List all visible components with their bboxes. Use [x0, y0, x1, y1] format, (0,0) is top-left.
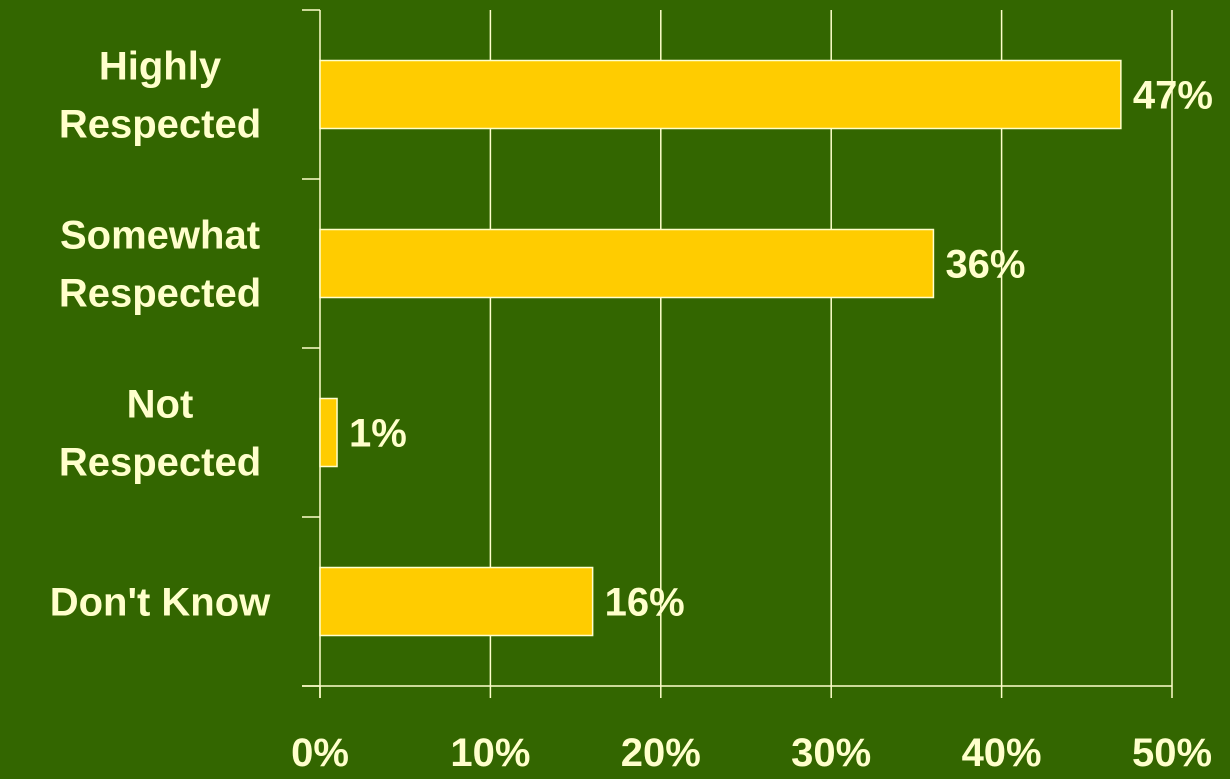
bar-value-label: 16% [605, 581, 685, 625]
category-label: Highly Respected [59, 45, 261, 147]
x-tick-label: 10% [450, 731, 530, 775]
x-tick-label: 30% [791, 731, 871, 775]
category-label-line: Respected [59, 441, 261, 485]
bar-value-label: 36% [945, 243, 1025, 287]
category-label: Somewhat Respected [59, 214, 261, 316]
labels: 0% 10% 20% 30% 40% 50% 47% Highly Respected 36% So… [50, 45, 1213, 776]
category-label-line: Highly [99, 45, 222, 89]
bar [319, 566, 594, 637]
category-label: Not Respected [59, 383, 261, 485]
x-tick-label: 50% [1132, 731, 1212, 775]
x-tick-label: 20% [621, 731, 701, 775]
bar [319, 397, 338, 468]
bar-value-label: 47% [1133, 74, 1213, 118]
bar-value-label: 1% [349, 412, 407, 456]
bar [319, 59, 1122, 130]
category-label: Don't Know [50, 581, 271, 625]
x-tick-label: 40% [962, 731, 1042, 775]
category-label-line: Not [127, 383, 194, 427]
bars [319, 59, 1122, 637]
bar [319, 228, 935, 299]
category-label-line: Don't Know [50, 581, 271, 625]
category-label-line: Respected [59, 103, 261, 147]
category-label-line: Respected [59, 272, 261, 316]
x-tick-label: 0% [291, 731, 349, 775]
category-label-line: Somewhat [60, 214, 260, 258]
